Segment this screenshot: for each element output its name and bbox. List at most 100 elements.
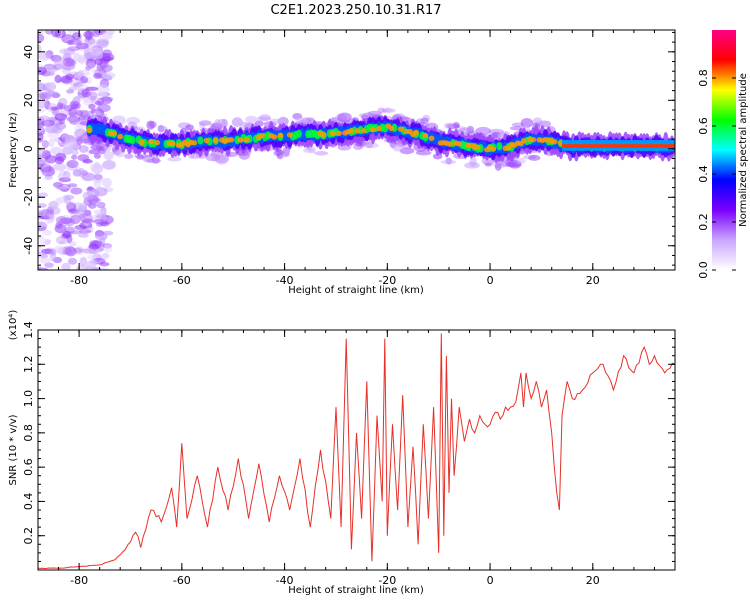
x-tick-label: -40 [276,574,294,587]
heatmap-ridge-segment [191,140,198,146]
heatmap-noise-blob [41,166,56,177]
heatmap-ridge-segment [551,139,558,145]
heatmap-noise-blob [90,162,103,172]
heatmap-noise-blob [65,73,75,80]
x-tick-label: -40 [276,274,294,287]
heatmap-noise-blob [67,46,81,52]
heatmap-noise-blob [62,230,72,239]
heatmap-ridge-segment [111,130,118,137]
heatmap-noise-blob [53,56,65,67]
heatmap-halo-blob [337,112,352,123]
heatmap-noise-blob [39,257,51,264]
heatmap-noise-blob [54,113,68,121]
heatmap-noise-blob [61,245,76,256]
heatmap-halo-blob [528,154,541,161]
heatmap-noise-blob [38,52,52,61]
heatmap-noise-blob [49,81,57,91]
heatmap-ridge-segment [496,142,503,151]
heatmap-noise-blob [81,218,95,224]
heatmap-halo-blob [440,159,457,165]
heatmap-ridge-segment [456,141,463,147]
heatmap-noise-blob [88,243,100,250]
y-tick-label: 1.4 [22,321,35,339]
heatmap-ridge-segment [388,125,395,132]
heatmap-noise-blob [93,153,102,159]
heatmap-noise-blob [101,72,116,79]
y-tick-label: 1.0 [22,390,35,408]
heatmap-halo-blob [377,107,385,114]
spectrogram-x-label: Height of straight line (km) [288,285,424,296]
heatmap-noise-blob [41,119,56,127]
heatmap-noise-blob [48,200,59,210]
heatmap-noise-blob [93,73,103,79]
heatmap-noise-blob [67,183,78,188]
heatmap-halo-blob [256,116,272,121]
heatmap-noise-blob [55,185,64,190]
spectrogram-panel: -80 -60 -40 -20 0 20 -40 -20 0 20 40 Height of str… [8,29,676,296]
colorbar-tick-label: 0.4 [697,165,710,183]
x-tick-label: -80 [70,274,88,287]
heatmap-ridge-segment [154,139,161,146]
heatmap-ridge-segment [336,130,343,136]
snr-ticks: -80 -60 -40 -20 0 20 0.2 0.4 0.6 0.8 1.0 1.2 1.4 [22,321,676,587]
snr-plot-area [38,330,675,570]
heatmap-noise-blob [41,139,49,149]
heatmap-halo-blob [245,115,258,123]
heatmap-noise-blob [62,149,70,154]
heatmap-noise-blob [38,267,49,270]
heatmap-noise-blob [83,48,93,59]
heatmap-noise-blob [54,156,65,165]
heatmap-ridge-segment [520,138,527,144]
spectrogram-ticks: -80 -60 -40 -20 0 20 -40 -20 0 20 40 [22,30,676,287]
colorbar-tick-label: 0.8 [697,69,710,87]
heatmap-halo-blob [123,153,134,159]
y-tick-label: 40 [22,45,35,59]
heatmap-noise-blob [101,64,113,73]
y-tick-label: 0.4 [22,493,35,511]
heatmap-noise-blob [78,202,87,211]
heatmap-noise-blob [74,224,87,231]
heatmap-noise-blob [78,145,89,153]
heatmap-noise-blob [66,159,79,169]
y-tick-label: 0 [22,145,35,152]
heatmap-ridge-segment [422,132,429,139]
heatmap-noise-blob [99,261,110,267]
heatmap-layer [38,30,675,270]
heatmap-ridge-segment [237,137,244,143]
heatmap-noise-blob [94,187,108,197]
heatmap-noise-blob [48,138,55,148]
heatmap-noise-blob [68,107,77,117]
heatmap-halo-blob [484,162,492,167]
heatmap-ridge-segment [329,130,336,136]
heatmap-noise-blob [75,109,84,117]
heatmap-noise-blob [78,168,85,178]
x-tick-label: -60 [173,274,191,287]
heatmap-noise-blob [71,154,78,160]
heatmap-ridge-segment [295,129,302,138]
heatmap-ridge-segment [490,146,497,152]
heatmap-noise-blob [38,66,47,75]
heatmap-noise-blob [61,62,76,71]
colorbar-tick-label: 0.0 [697,261,710,279]
heatmap-noise-blob [67,39,82,45]
snr-y-label: SNR (10 * v/v) [8,414,19,485]
heatmap-ridge-segment [369,127,376,133]
heatmap-noise-blob [66,89,75,94]
heatmap-noise-blob [84,30,93,41]
heatmap-ridge-segment [413,129,420,136]
heatmap-noise-blob [97,40,109,46]
heatmap-noise-blob [39,238,50,246]
heatmap-noise-blob [101,177,112,188]
heatmap-noise-blob [69,241,77,247]
heatmap-ridge-segment [428,135,435,141]
heatmap-halo-blob [444,122,455,129]
y-tick-label: -40 [22,237,35,255]
y-tick-label: 1.2 [22,356,35,374]
x-tick-label: 0 [487,274,494,287]
heatmap-noise-blob [102,159,116,170]
heatmap-noise-blob [38,192,48,198]
colorbar-ticks: 0.0 0.2 0.4 0.6 0.8 [697,69,736,279]
heatmap-noise-blob [63,141,74,151]
heatmap-noise-blob [93,218,105,225]
heatmap-noise-blob [88,203,97,209]
